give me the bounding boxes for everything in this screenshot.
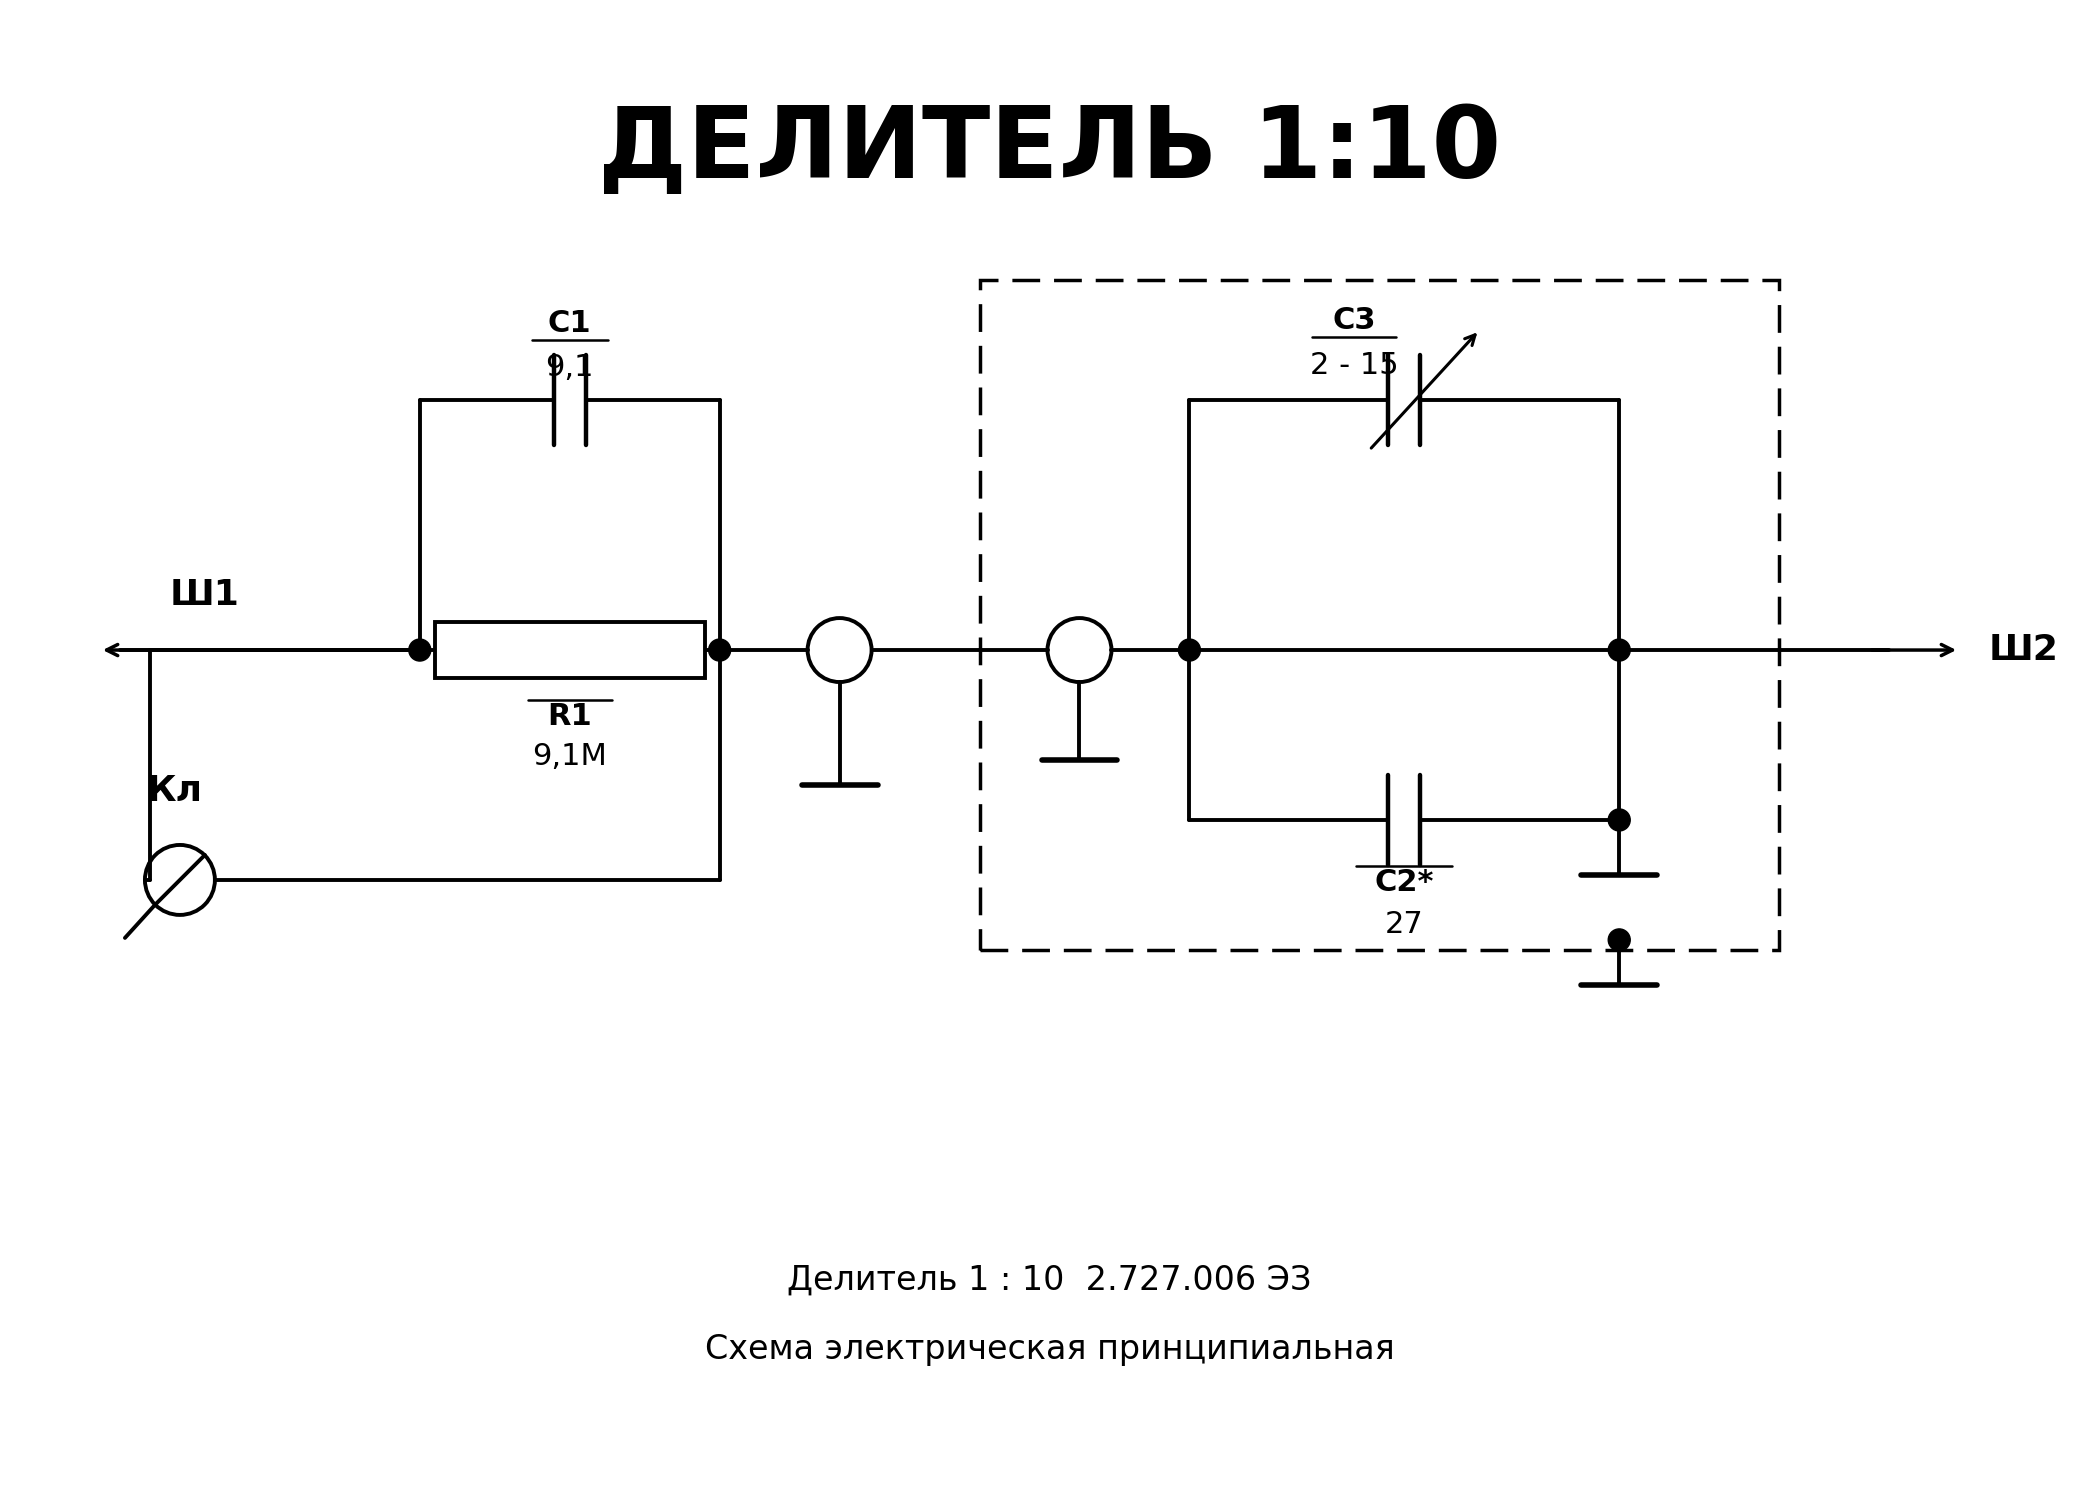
- Text: С3: С3: [1333, 306, 1377, 334]
- Text: 27: 27: [1385, 910, 1423, 939]
- Circle shape: [1608, 928, 1631, 951]
- Circle shape: [709, 639, 730, 662]
- Bar: [980, 280, 1780, 950]
- Text: 2 - 15: 2 - 15: [1310, 351, 1398, 380]
- Text: Схема электрическая принципиальная: Схема электрическая принципиальная: [705, 1334, 1394, 1366]
- Text: Делитель 1 : 10  2.727.006 ЭЗ: Делитель 1 : 10 2.727.006 ЭЗ: [787, 1263, 1312, 1296]
- Text: Кл: Кл: [147, 774, 204, 808]
- Circle shape: [409, 639, 430, 662]
- Circle shape: [1608, 639, 1631, 662]
- Text: C1: C1: [548, 309, 592, 338]
- Text: 9,1М: 9,1М: [533, 742, 607, 771]
- Text: Ш1: Ш1: [170, 578, 239, 612]
- Text: С2*: С2*: [1375, 868, 1434, 897]
- Bar: [434, 622, 705, 678]
- Text: ДЕЛИТЕЛЬ 1:10: ДЕЛИТЕЛЬ 1:10: [598, 102, 1501, 200]
- Text: Ш2: Ш2: [1990, 633, 2059, 668]
- Circle shape: [1178, 639, 1201, 662]
- Text: 9,1: 9,1: [546, 352, 594, 382]
- Circle shape: [1608, 808, 1631, 831]
- Text: R1: R1: [548, 702, 592, 730]
